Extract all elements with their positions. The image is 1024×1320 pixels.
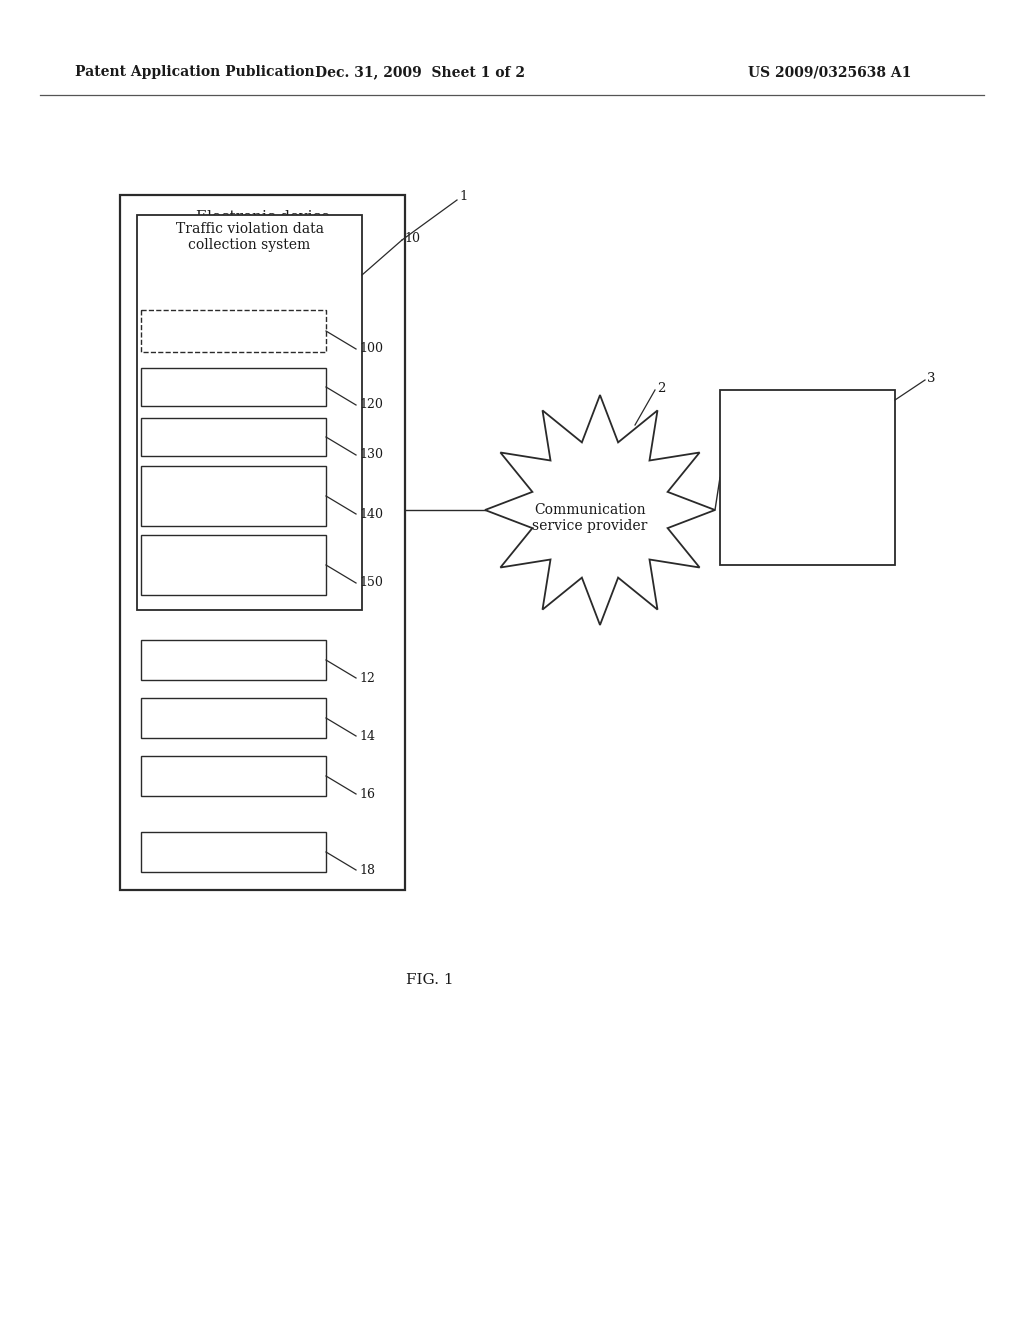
Text: 16: 16: [359, 788, 375, 800]
Text: 100: 100: [359, 342, 383, 355]
Bar: [141, 535, 326, 595]
Text: Communication
service provider: Communication service provider: [532, 503, 648, 533]
Bar: [141, 640, 326, 680]
Text: Certificate
generating module: Certificate generating module: [166, 480, 301, 511]
Text: CCD camera: CCD camera: [188, 653, 279, 667]
Text: Traffic violation data
collection system: Traffic violation data collection system: [175, 222, 324, 252]
Text: A-GPS: A-GPS: [211, 711, 256, 725]
Bar: [720, 389, 895, 565]
Text: Capturing module: Capturing module: [169, 380, 298, 393]
Text: 120: 120: [359, 399, 383, 412]
Text: 150: 150: [359, 577, 383, 590]
Text: Electronic device: Electronic device: [196, 210, 330, 224]
Text: Processor: Processor: [199, 845, 268, 859]
Text: FIG. 1: FIG. 1: [407, 973, 454, 987]
Text: 1: 1: [459, 190, 467, 203]
Text: 3: 3: [927, 371, 936, 384]
Bar: [137, 215, 362, 610]
Text: Item setting module: Item setting module: [163, 323, 305, 338]
Bar: [141, 466, 326, 525]
Text: Storage system: Storage system: [179, 770, 288, 783]
Text: Traffic
management
server: Traffic management server: [758, 454, 858, 500]
Text: Dec. 31, 2009  Sheet 1 of 2: Dec. 31, 2009 Sheet 1 of 2: [315, 65, 525, 79]
Polygon shape: [485, 395, 715, 624]
Text: 2: 2: [657, 381, 666, 395]
Text: 12: 12: [359, 672, 375, 685]
Text: Locating module: Locating module: [174, 430, 293, 444]
Bar: [141, 832, 326, 873]
Text: US 2009/0325638 A1: US 2009/0325638 A1: [749, 65, 911, 79]
Text: 130: 130: [359, 449, 383, 462]
Bar: [141, 698, 326, 738]
Bar: [141, 756, 326, 796]
Bar: [141, 418, 326, 455]
Bar: [141, 368, 326, 407]
Text: 18: 18: [359, 863, 375, 876]
Text: 14: 14: [359, 730, 375, 742]
Bar: [141, 310, 326, 352]
Text: 140: 140: [359, 507, 383, 520]
Bar: [120, 195, 406, 890]
Text: Transmitting
module: Transmitting module: [187, 550, 280, 579]
Text: 10: 10: [404, 232, 420, 246]
Text: Patent Application Publication: Patent Application Publication: [75, 65, 314, 79]
